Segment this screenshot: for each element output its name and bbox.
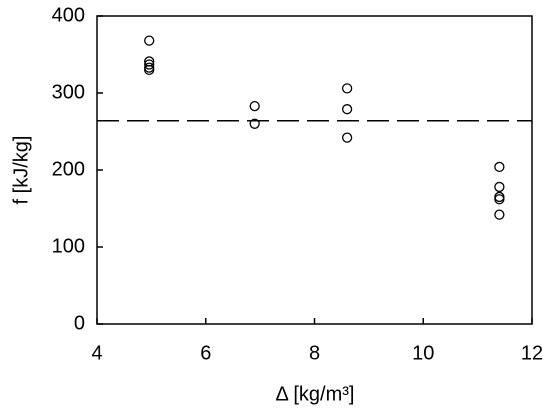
data-point (341, 83, 353, 94)
data-point (144, 64, 155, 76)
y-tick-label: 300 (52, 81, 85, 103)
data-point (144, 35, 155, 46)
data-point (494, 209, 505, 220)
data-point (494, 181, 505, 193)
x-axis-label: Δ [kg/m³] (276, 383, 355, 405)
data-point (249, 118, 260, 129)
data-point (494, 161, 505, 173)
y-axis-label: f [kJ/kg] (10, 136, 32, 205)
x-tick-label: 4 (91, 342, 102, 364)
y-tick-label: 400 (52, 4, 85, 26)
y-tick-label: 0 (74, 312, 85, 334)
x-tick-label: 8 (309, 342, 320, 364)
data-point (144, 59, 155, 70)
x-tick-label: 12 (521, 342, 543, 364)
x-tick-label: 10 (412, 342, 434, 364)
y-tick-label: 200 (52, 158, 85, 180)
plot-frame (96, 15, 533, 325)
data-point (341, 132, 353, 143)
x-tick-label: 6 (200, 342, 211, 364)
y-tick-label: 100 (52, 235, 85, 257)
data-point (341, 104, 353, 115)
data-point (249, 100, 260, 112)
data-point (494, 194, 505, 205)
